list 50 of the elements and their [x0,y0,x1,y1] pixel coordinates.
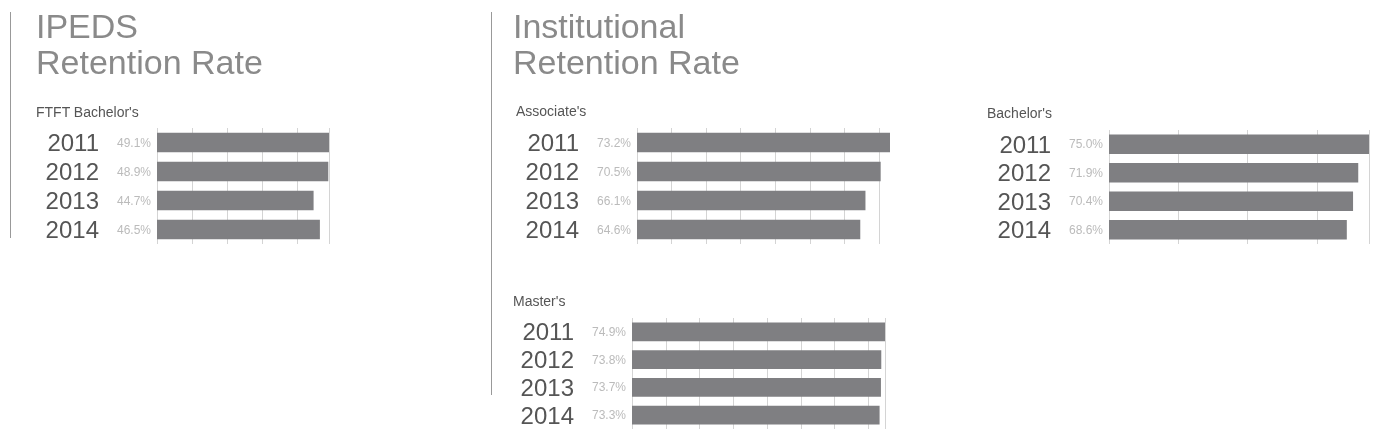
data-label: 74.9% [591,324,627,339]
chart-subtitle: FTFT Bachelor's [36,104,139,120]
data-label: 73.8% [591,352,627,367]
bar [157,132,329,153]
chart-subtitle: Master's [513,293,566,309]
data-label: 73.3% [591,408,627,423]
chart-subtitle: Bachelor's [987,105,1052,121]
chart-title: IPEDS Retention Rate [36,7,263,81]
chart-subtitle: Associate's [516,103,587,119]
bar [1109,163,1359,183]
data-label: 70.4% [1068,194,1104,209]
y-tick-label: 2013 [520,373,574,401]
y-tick-label: 2012 [520,346,574,374]
bar [637,190,866,211]
y-tick-label: 2014 [520,401,574,429]
bar [1109,191,1354,211]
data-label: 73.2% [596,135,632,150]
data-label: 70.5% [596,164,632,179]
y-tick-label: 2011 [527,129,579,156]
bar [637,161,881,182]
data-label: 49.1% [116,135,152,150]
data-label: 75.0% [1068,137,1104,152]
data-label: 44.7% [116,193,152,208]
data-label: 73.7% [591,380,627,395]
data-label: 68.6% [1068,222,1104,237]
y-tick-label: 2013 [525,187,579,214]
bar [637,219,861,240]
y-tick-label: 2012 [525,158,579,185]
y-tick-label: 2013 [997,187,1051,215]
data-label: 46.5% [116,222,152,237]
y-tick-label: 2012 [997,159,1051,187]
bar [1109,134,1369,154]
y-tick-label: 2011 [47,129,99,156]
y-tick-label: 2014 [525,216,579,243]
y-tick-label: 2013 [45,187,99,214]
data-label: 66.1% [596,193,632,208]
y-tick-label: 2011 [522,318,574,346]
y-tick-label: 2012 [45,158,99,185]
y-tick-label: 2011 [999,130,1051,158]
data-label: 48.9% [116,164,152,179]
bar [157,190,314,211]
bar [157,219,320,240]
bar [157,161,329,182]
bar [637,132,890,153]
data-label: 71.9% [1068,165,1104,180]
data-label: 64.6% [596,222,632,237]
y-tick-label: 2014 [997,216,1051,244]
y-tick-label: 2014 [45,216,99,243]
chart-title: Institutional Retention Rate [513,7,740,81]
bar [1109,220,1347,240]
